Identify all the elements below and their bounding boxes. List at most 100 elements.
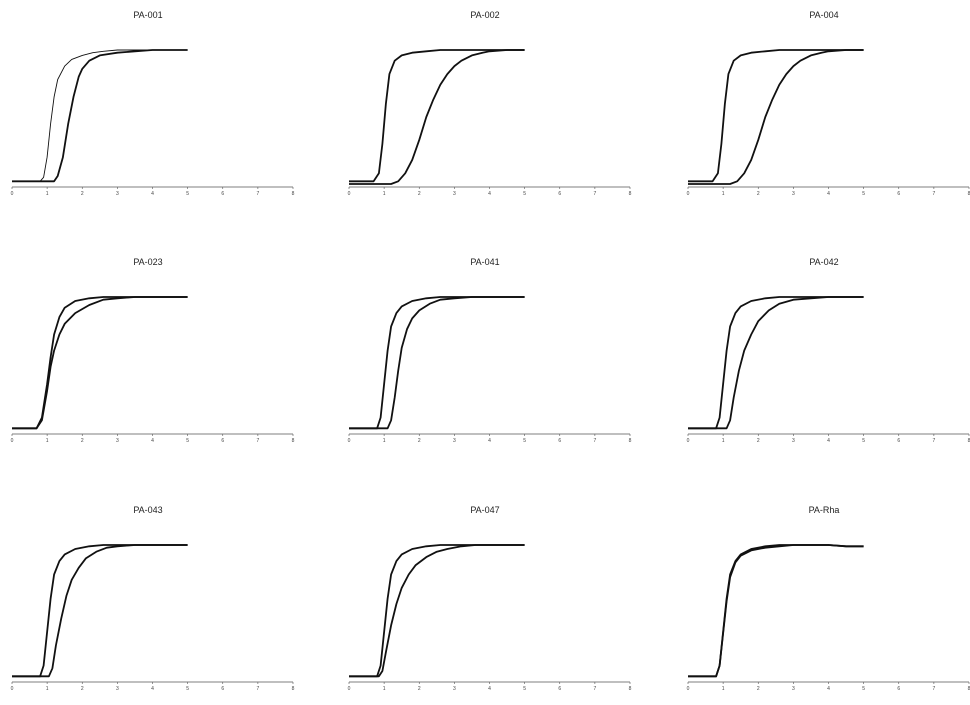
x-tick-label: 6 — [897, 438, 900, 444]
x-tick-label: 6 — [558, 438, 561, 444]
x-tick-label: 0 — [687, 438, 690, 444]
chart-plot: 0 1 2 3 4 5 6 7 8 — [337, 257, 657, 457]
x-tick-label: 5 — [523, 686, 526, 692]
x-tick-label: 7 — [593, 686, 596, 692]
x-tick-label: 3 — [116, 686, 119, 692]
x-tick-label: 2 — [757, 438, 760, 444]
x-tick-label: 4 — [488, 191, 491, 197]
series-line — [688, 545, 864, 676]
series-line — [349, 545, 525, 676]
series-line — [688, 50, 864, 181]
series-line — [12, 50, 188, 181]
x-tick-label: 5 — [186, 686, 189, 692]
x-tick-label: 1 — [46, 686, 49, 692]
x-tick-label: 7 — [256, 686, 259, 692]
series-line — [349, 50, 525, 181]
x-tick-label: 3 — [453, 438, 456, 444]
x-tick-label: 8 — [292, 686, 295, 692]
x-tick-label: 4 — [151, 191, 154, 197]
x-tick-label: 5 — [862, 438, 865, 444]
x-tick-label: 6 — [558, 686, 561, 692]
chart-panel: PA-004 0 1 2 3 4 5 6 7 8 — [676, 10, 970, 210]
chart-plot: 0 1 2 3 4 5 6 7 8 — [676, 257, 970, 457]
x-tick-label: 8 — [629, 686, 632, 692]
x-tick-label: 0 — [11, 438, 14, 444]
chart-panel: PA-002 0 1 2 3 4 5 6 7 8 — [337, 10, 657, 210]
x-tick-label: 0 — [348, 686, 351, 692]
series-line — [12, 50, 188, 181]
chart-panel: PA-041 0 1 2 3 4 5 6 7 8 — [337, 257, 657, 457]
x-tick-label: 8 — [629, 438, 632, 444]
series-line — [349, 297, 525, 428]
x-tick-label: 2 — [81, 686, 84, 692]
series-line — [12, 545, 188, 676]
series-line — [12, 297, 188, 428]
x-tick-label: 2 — [418, 686, 421, 692]
x-tick-label: 0 — [348, 438, 351, 444]
x-tick-label: 6 — [221, 191, 224, 197]
x-tick-label: 1 — [722, 191, 725, 197]
chart-panel: PA-001 0 1 2 3 4 5 6 7 8 — [0, 10, 320, 210]
x-tick-label: 5 — [186, 191, 189, 197]
x-tick-label: 4 — [488, 686, 491, 692]
x-tick-label: 7 — [593, 191, 596, 197]
series-line — [688, 545, 864, 676]
x-tick-label: 7 — [256, 438, 259, 444]
x-tick-label: 8 — [292, 191, 295, 197]
x-tick-label: 5 — [862, 191, 865, 197]
series-line — [349, 297, 525, 428]
x-tick-label: 0 — [687, 686, 690, 692]
x-tick-label: 7 — [932, 191, 935, 197]
x-tick-label: 1 — [383, 686, 386, 692]
x-tick-label: 3 — [116, 191, 119, 197]
x-tick-label: 1 — [383, 438, 386, 444]
series-line — [12, 297, 188, 428]
chart-plot: 0 1 2 3 4 5 6 7 8 — [337, 10, 657, 210]
x-tick-label: 3 — [792, 438, 795, 444]
chart-plot: 0 1 2 3 4 5 6 7 8 — [0, 10, 320, 210]
x-tick-label: 1 — [383, 191, 386, 197]
x-tick-label: 7 — [256, 191, 259, 197]
x-tick-label: 6 — [897, 686, 900, 692]
x-tick-label: 2 — [757, 191, 760, 197]
x-tick-label: 7 — [932, 686, 935, 692]
chart-panel: PA-043 0 1 2 3 4 5 6 7 8 — [0, 505, 320, 705]
x-tick-label: 8 — [629, 191, 632, 197]
x-tick-label: 4 — [827, 191, 830, 197]
x-tick-label: 1 — [722, 438, 725, 444]
chart-plot: 0 1 2 3 4 5 6 7 8 — [0, 257, 320, 457]
x-tick-label: 2 — [81, 438, 84, 444]
chart-plot: 0 1 2 3 4 5 6 7 8 — [337, 505, 657, 705]
chart-panel: PA-042 0 1 2 3 4 5 6 7 8 — [676, 257, 970, 457]
x-tick-label: 7 — [932, 438, 935, 444]
x-tick-label: 6 — [221, 686, 224, 692]
chart-panel: PA-Rha 0 1 2 3 4 5 6 7 8 — [676, 505, 970, 705]
x-tick-label: 4 — [827, 438, 830, 444]
x-tick-label: 2 — [418, 191, 421, 197]
x-tick-label: 5 — [523, 191, 526, 197]
x-tick-label: 3 — [792, 191, 795, 197]
series-line — [688, 297, 864, 428]
x-tick-label: 0 — [11, 191, 14, 197]
series-line — [688, 297, 864, 428]
x-tick-label: 5 — [523, 438, 526, 444]
x-tick-label: 3 — [116, 438, 119, 444]
chart-plot: 0 1 2 3 4 5 6 7 8 — [676, 10, 970, 210]
chart-panel: PA-023 0 1 2 3 4 5 6 7 8 — [0, 257, 320, 457]
x-tick-label: 0 — [348, 191, 351, 197]
x-tick-label: 4 — [151, 438, 154, 444]
x-tick-label: 6 — [897, 191, 900, 197]
x-tick-label: 4 — [827, 686, 830, 692]
x-tick-label: 1 — [722, 686, 725, 692]
x-tick-label: 1 — [46, 191, 49, 197]
series-line — [349, 50, 525, 184]
series-line — [688, 50, 864, 184]
series-line — [12, 545, 188, 676]
x-tick-label: 6 — [558, 191, 561, 197]
x-tick-label: 1 — [46, 438, 49, 444]
chart-plot: 0 1 2 3 4 5 6 7 8 — [0, 505, 320, 705]
x-tick-label: 4 — [488, 438, 491, 444]
x-tick-label: 5 — [186, 438, 189, 444]
x-tick-label: 8 — [292, 438, 295, 444]
